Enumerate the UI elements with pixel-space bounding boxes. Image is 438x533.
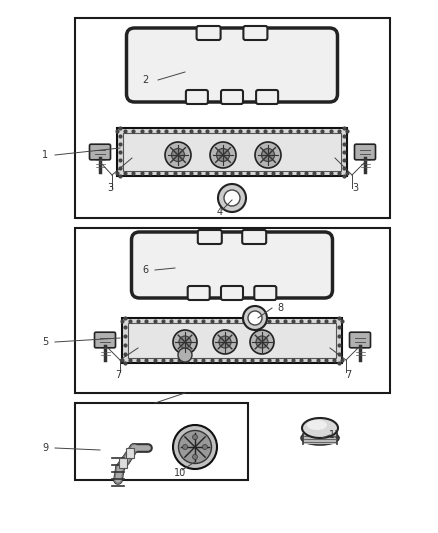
Circle shape	[219, 336, 231, 348]
Text: 4: 4	[217, 207, 223, 217]
Circle shape	[256, 336, 268, 348]
Circle shape	[255, 142, 281, 168]
Text: 3: 3	[107, 183, 113, 193]
Bar	[128, 322, 336, 358]
Circle shape	[179, 336, 191, 348]
Text: 7: 7	[345, 370, 351, 380]
FancyBboxPatch shape	[89, 144, 110, 160]
Circle shape	[202, 445, 208, 449]
FancyBboxPatch shape	[242, 230, 266, 244]
Text: 6: 6	[142, 265, 148, 275]
FancyBboxPatch shape	[244, 26, 268, 40]
Circle shape	[216, 149, 230, 161]
Circle shape	[192, 455, 198, 459]
Bar	[123, 133, 341, 171]
Circle shape	[192, 434, 198, 440]
FancyBboxPatch shape	[350, 332, 371, 348]
FancyBboxPatch shape	[95, 332, 116, 348]
Circle shape	[213, 330, 237, 354]
Text: 10: 10	[174, 468, 186, 478]
Circle shape	[183, 445, 187, 449]
Bar	[126, 448, 134, 458]
FancyBboxPatch shape	[131, 232, 332, 298]
Text: 5: 5	[42, 337, 48, 347]
FancyBboxPatch shape	[354, 144, 375, 160]
Circle shape	[210, 142, 236, 168]
Text: 11: 11	[329, 430, 341, 440]
FancyBboxPatch shape	[197, 26, 221, 40]
Text: 8: 8	[277, 303, 283, 313]
Bar	[122, 318, 342, 362]
Text: 9: 9	[42, 443, 48, 453]
FancyBboxPatch shape	[198, 230, 222, 244]
Circle shape	[218, 184, 246, 212]
Ellipse shape	[307, 420, 327, 430]
Text: 7: 7	[115, 370, 121, 380]
FancyBboxPatch shape	[186, 90, 208, 104]
Circle shape	[172, 149, 184, 161]
FancyBboxPatch shape	[256, 90, 278, 104]
Circle shape	[173, 330, 197, 354]
FancyBboxPatch shape	[127, 28, 338, 102]
Ellipse shape	[301, 431, 339, 445]
Text: 3: 3	[352, 183, 358, 193]
Circle shape	[165, 142, 191, 168]
Text: 2: 2	[142, 75, 148, 85]
Circle shape	[243, 306, 267, 330]
Circle shape	[224, 190, 240, 206]
Circle shape	[179, 431, 212, 464]
Circle shape	[261, 149, 275, 161]
FancyBboxPatch shape	[254, 286, 276, 300]
Bar	[117, 128, 347, 176]
FancyBboxPatch shape	[188, 286, 210, 300]
Bar	[303, 434, 337, 444]
Circle shape	[248, 311, 262, 325]
Bar	[119, 458, 127, 468]
Circle shape	[250, 330, 274, 354]
Circle shape	[173, 425, 217, 469]
Bar	[75, 403, 248, 480]
Bar	[75, 18, 390, 218]
Bar	[75, 228, 390, 393]
FancyBboxPatch shape	[221, 286, 243, 300]
Ellipse shape	[302, 418, 338, 438]
Text: 1: 1	[42, 150, 48, 160]
Circle shape	[178, 348, 192, 362]
FancyBboxPatch shape	[221, 90, 243, 104]
